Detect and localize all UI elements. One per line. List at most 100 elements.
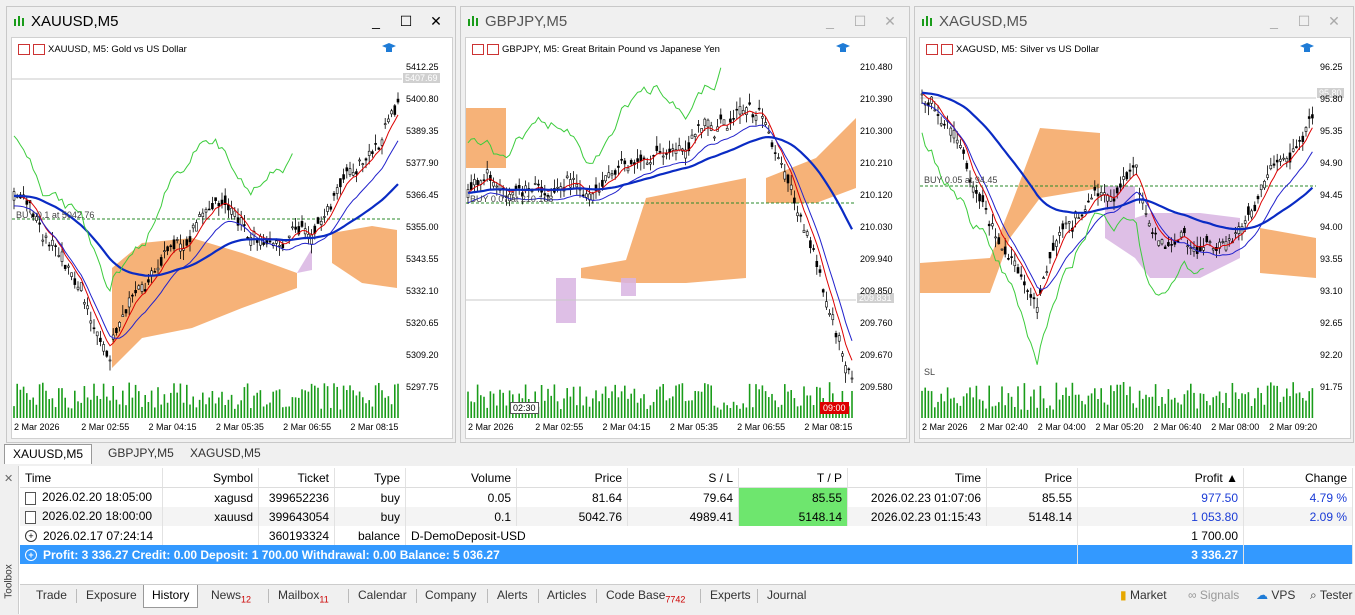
col-tp[interactable]: T / P bbox=[738, 468, 848, 488]
trading-hat-icon[interactable] bbox=[382, 43, 396, 53]
price-plot[interactable] bbox=[12, 38, 402, 418]
candle-body bbox=[741, 110, 745, 115]
tab-code-base[interactable]: Code Base7742 bbox=[606, 588, 686, 605]
candle-body bbox=[761, 116, 764, 119]
candle-body bbox=[73, 278, 77, 285]
tab-journal[interactable]: Journal bbox=[767, 588, 807, 602]
candle-body bbox=[380, 139, 384, 146]
tab-experts[interactable]: Experts bbox=[710, 588, 751, 602]
chart-window-xagusd[interactable]: XAGUSD,M5 _ ☐ ✕ XAGUSD, M5: Silver vs US… bbox=[914, 6, 1354, 443]
tab-mailbox[interactable]: Mailbox11 bbox=[278, 588, 329, 605]
tab-articles[interactable]: Articles bbox=[547, 588, 587, 602]
candle-body bbox=[153, 271, 157, 273]
trade-level-label: BUY 0.07 at 210.108 bbox=[470, 194, 554, 204]
ichimoku-cloud bbox=[1105, 186, 1240, 278]
chart-type-icon bbox=[926, 44, 938, 55]
minimize-button[interactable]: _ bbox=[372, 13, 380, 29]
maximize-button[interactable]: ☐ bbox=[853, 13, 867, 29]
table-row-balance[interactable]: +2026.02.17 07:24:14 360193324 balance D… bbox=[20, 526, 1353, 545]
close-icon[interactable]: ✕ bbox=[4, 473, 14, 485]
minimize-button[interactable]: _ bbox=[826, 13, 834, 29]
candle-body bbox=[815, 260, 819, 268]
price-plot[interactable] bbox=[466, 38, 856, 418]
close-button[interactable]: ✕ bbox=[884, 13, 896, 29]
table-row[interactable]: 2026.02.20 18:00:00 xauusd 399643054 buy… bbox=[20, 507, 1353, 526]
candle-body bbox=[329, 206, 333, 210]
chart-window-gbpjpy[interactable]: GBPJPY,M5 _ ☐ ✕ GBPJPY, M5: Great Britai… bbox=[460, 6, 910, 443]
candle-body bbox=[537, 183, 540, 186]
col-close-time[interactable]: Time bbox=[847, 468, 987, 488]
col-sl[interactable]: S / L bbox=[627, 468, 739, 488]
chart-tab-gbpjpy[interactable]: GBPJPY,M5 bbox=[108, 446, 174, 460]
candle-body bbox=[495, 185, 499, 188]
minimize-button[interactable]: _ bbox=[1270, 13, 1278, 29]
tab-company[interactable]: Company bbox=[425, 588, 477, 602]
col-type[interactable]: Type bbox=[334, 468, 406, 488]
tab-trade[interactable]: Trade bbox=[36, 588, 67, 602]
candle-body bbox=[1077, 217, 1081, 220]
candle-body bbox=[355, 171, 358, 175]
candle-body bbox=[604, 175, 607, 182]
col-change[interactable]: Change bbox=[1243, 468, 1353, 488]
plus-circle-icon: + bbox=[25, 530, 37, 543]
summary-row[interactable]: + Profit: 3 336.27 Credit: 0.00 Deposit: … bbox=[20, 545, 1353, 564]
chart-area[interactable]: GBPJPY, M5: Great Britain Pound vs Japan… bbox=[465, 37, 907, 439]
candle-body bbox=[802, 229, 806, 233]
col-symbol[interactable]: Symbol bbox=[162, 468, 259, 488]
tab-market[interactable]: ▮ Market bbox=[1120, 588, 1167, 602]
tab-vps[interactable]: ☁ VPS bbox=[1256, 588, 1296, 602]
candle-body bbox=[198, 214, 201, 217]
candle-body bbox=[617, 165, 620, 168]
candle-body bbox=[952, 129, 956, 139]
chart-icon bbox=[14, 16, 24, 26]
tab-tester[interactable]: ⌕ Tester bbox=[1310, 588, 1353, 602]
chart-type-icon bbox=[18, 44, 30, 55]
tab-alerts[interactable]: Alerts bbox=[497, 588, 528, 602]
chart-area[interactable]: XAUUSD, M5: Gold vs US Dollar 5407.69 BU… bbox=[11, 37, 453, 439]
chart-area[interactable]: XAGUSD, M5: Silver vs US Dollar 95.80 BU… bbox=[919, 37, 1351, 439]
chart-tab-xauusd[interactable]: XAUUSD,M5 bbox=[4, 444, 93, 464]
candle-body bbox=[674, 149, 678, 154]
trading-hat-icon[interactable] bbox=[836, 43, 850, 53]
close-button[interactable]: ✕ bbox=[1328, 13, 1340, 29]
tab-news[interactable]: News12 bbox=[211, 588, 252, 605]
col-volume[interactable]: Volume bbox=[405, 468, 517, 488]
candle-body bbox=[1007, 258, 1010, 260]
tab-signals[interactable]: ∞ Signals bbox=[1188, 588, 1240, 602]
col-ticket[interactable]: Ticket bbox=[258, 468, 335, 488]
search-icon: ⌕ bbox=[1310, 588, 1317, 602]
candle-body bbox=[546, 195, 550, 197]
candle-body bbox=[1045, 271, 1049, 274]
candle-body bbox=[185, 239, 189, 246]
candle-body bbox=[767, 131, 771, 134]
chart-tab-xagusd[interactable]: XAGUSD,M5 bbox=[190, 446, 261, 460]
candle-body bbox=[971, 186, 975, 193]
candle-body bbox=[374, 143, 377, 145]
candle-body bbox=[649, 162, 652, 165]
chart-window-xauusd[interactable]: XAUUSD,M5 _ ☐ ✕ XAUUSD, M5: Gold vs US D… bbox=[6, 6, 456, 443]
candle-body bbox=[223, 195, 227, 205]
candle-body bbox=[1202, 247, 1205, 251]
candle-body bbox=[978, 193, 981, 202]
maximize-button[interactable]: ☐ bbox=[1297, 13, 1311, 29]
table-row[interactable]: 2026.02.20 18:05:00 xagusd 399652236 buy… bbox=[20, 487, 1353, 507]
candle-body bbox=[1000, 248, 1004, 251]
window-titlebar[interactable]: GBPJPY,M5 _ ☐ ✕ bbox=[461, 7, 909, 35]
col-time[interactable]: Time bbox=[20, 468, 163, 488]
col-close-price[interactable]: Price bbox=[986, 468, 1078, 488]
tab-history[interactable]: History bbox=[143, 585, 199, 608]
candle-body bbox=[1032, 297, 1036, 300]
col-profit[interactable]: Profit ▲ bbox=[1077, 468, 1244, 488]
col-price[interactable]: Price bbox=[516, 468, 628, 488]
window-titlebar[interactable]: XAGUSD,M5 _ ☐ ✕ bbox=[915, 7, 1353, 35]
close-button[interactable]: ✕ bbox=[430, 13, 442, 29]
trade-level-label: BUY 0.05 at 94.45 bbox=[924, 175, 998, 185]
time-tick-label: 2 Mar 06:40 bbox=[1153, 422, 1202, 432]
window-titlebar[interactable]: XAUUSD,M5 _ ☐ ✕ bbox=[7, 7, 455, 35]
candle-body bbox=[367, 150, 371, 156]
trading-hat-icon[interactable] bbox=[1300, 43, 1314, 53]
tab-calendar[interactable]: Calendar bbox=[358, 588, 407, 602]
maximize-button[interactable]: ☐ bbox=[399, 13, 413, 29]
tab-exposure[interactable]: Exposure bbox=[86, 588, 137, 602]
price-plot[interactable] bbox=[920, 38, 1316, 418]
